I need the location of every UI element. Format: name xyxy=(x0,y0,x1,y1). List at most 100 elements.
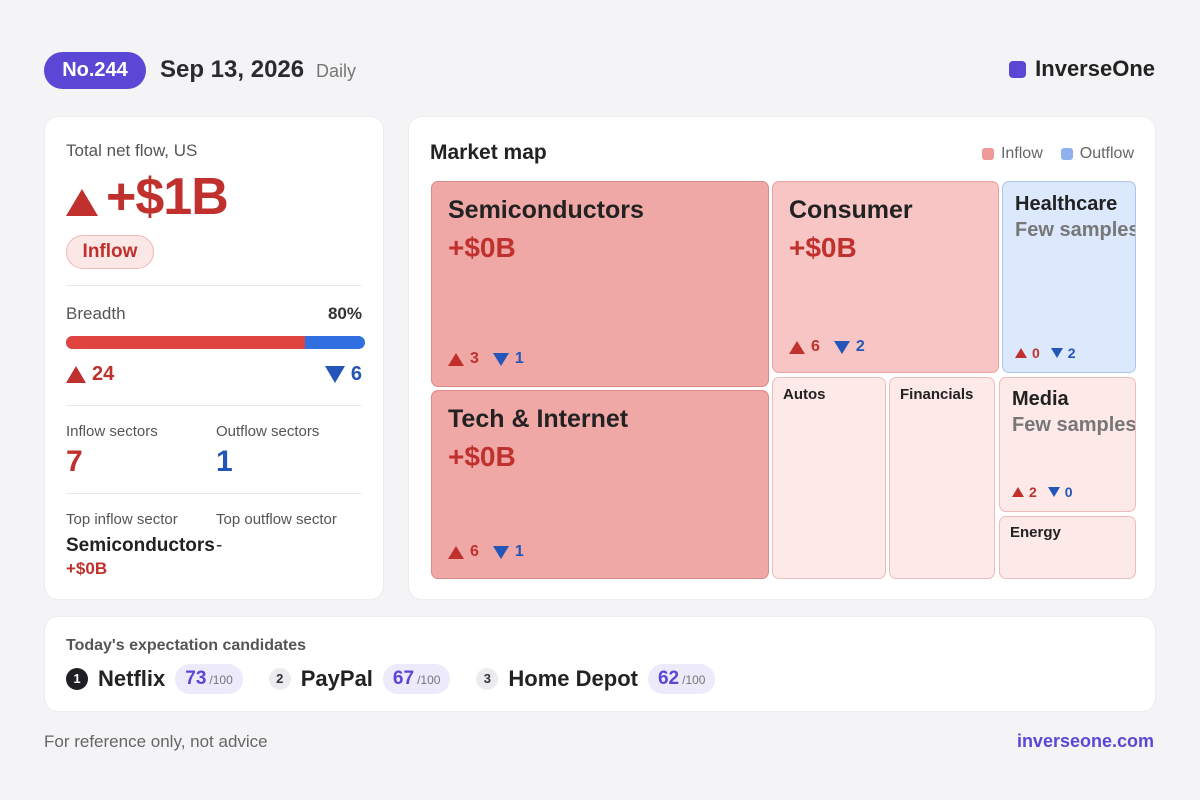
top-outflow-label: Top outflow sector xyxy=(216,511,337,528)
score-pill: 62 /100 xyxy=(647,664,716,694)
score-pill: 67 /100 xyxy=(382,664,451,694)
tile-up-count: 2 xyxy=(1029,484,1037,500)
up-arrow-icon xyxy=(1015,348,1027,358)
down-arrow-icon xyxy=(1050,348,1063,358)
tile-name: Tech & Internet xyxy=(448,405,629,433)
tile-autos[interactable]: Autos xyxy=(772,377,886,579)
divider xyxy=(66,405,362,406)
advancers-value: 24 xyxy=(92,363,115,385)
header: No.244 Sep 13, 2026 Daily InverseOne xyxy=(44,52,1155,90)
tile-up-count: 6 xyxy=(811,338,820,355)
market-map-card: Market map Inflow Outflow Semiconductors… xyxy=(408,116,1156,600)
down-arrow-icon xyxy=(324,366,345,383)
tile-name: Autos xyxy=(783,386,826,403)
tile-name: Financials xyxy=(900,386,974,403)
tile-value: +$0B xyxy=(789,232,857,263)
tile-value: +$0B xyxy=(448,232,516,263)
tile-counts: 0 2 xyxy=(1015,345,1076,361)
disclaimer: For reference only, not advice xyxy=(44,732,268,751)
tile-counts: 6 2 xyxy=(789,338,865,356)
brand: InverseOne xyxy=(1009,56,1155,82)
top-inflow-value: +$0B xyxy=(66,559,108,578)
decliners-value: 6 xyxy=(350,363,362,385)
tile-financials[interactable]: Financials xyxy=(889,377,995,579)
tile-counts: 6 1 xyxy=(448,543,524,561)
inflow-swatch xyxy=(981,148,994,160)
tile-media[interactable]: Media Few samples 2 0 xyxy=(999,377,1136,512)
tile-counts: 3 1 xyxy=(448,350,524,368)
legend-inflow: Inflow xyxy=(981,145,1043,163)
outflow-sectors-count: 1 xyxy=(216,445,233,478)
candidate-name: Netflix xyxy=(98,666,166,691)
top-outflow-sector: - xyxy=(216,535,223,556)
score-max: /100 xyxy=(209,673,233,687)
up-arrow-icon xyxy=(789,340,805,354)
tile-down-count: 1 xyxy=(514,350,524,367)
legend-outflow: Outflow xyxy=(1060,145,1134,163)
candidate-score: 67 xyxy=(392,668,415,689)
tile-up-count: 0 xyxy=(1032,345,1040,361)
tile-name: Healthcare xyxy=(1015,193,1118,215)
top-inflow-label: Top inflow sector xyxy=(66,511,178,528)
divider xyxy=(66,493,362,494)
candidate-name: Home Depot xyxy=(508,666,638,691)
breadth-percent: 80% xyxy=(327,304,362,323)
candidates-card: Today's expectation candidates 1 Netflix… xyxy=(44,616,1156,712)
up-arrow-icon xyxy=(448,545,464,559)
outflow-swatch xyxy=(1060,148,1073,160)
tile-healthcare[interactable]: Healthcare Few samples 0 2 xyxy=(1002,181,1136,373)
candidates-list: 1 Netflix 73 /100 2 PayPal 67 /100 3 Hom… xyxy=(66,664,741,694)
brand-logo-icon xyxy=(1009,60,1027,78)
tile-down-count: 2 xyxy=(855,338,865,355)
down-arrow-icon xyxy=(492,352,509,366)
down-arrow-icon xyxy=(1047,487,1060,497)
breadth-label: Breadth xyxy=(66,304,126,323)
down-arrow-icon xyxy=(833,340,850,354)
candidate-item[interactable]: 2 PayPal 67 /100 xyxy=(268,664,451,694)
legend: Inflow Outflow xyxy=(981,145,1134,163)
net-flow-value: +$1B xyxy=(106,168,229,226)
divider xyxy=(66,285,362,286)
tile-note: Few samples xyxy=(1015,219,1136,241)
tile-semiconductors[interactable]: Semiconductors +$0B 3 1 xyxy=(431,181,769,387)
tile-name: Consumer xyxy=(789,196,913,224)
outflow-sectors-label: Outflow sectors xyxy=(216,423,320,440)
inflow-sectors-count: 7 xyxy=(66,445,83,478)
net-flow-card: Total net flow, US +$1B Inflow Breadth 8… xyxy=(44,116,384,600)
tile-note: Few samples xyxy=(1012,414,1136,436)
tile-name: Media xyxy=(1012,388,1069,410)
issue-badge: No.244 xyxy=(44,52,146,89)
up-arrow-icon xyxy=(1012,487,1024,497)
score-max: /100 xyxy=(682,673,706,687)
rank-badge: 2 xyxy=(268,668,291,690)
net-flow-title: Total net flow, US xyxy=(66,141,198,160)
tile-name: Semiconductors xyxy=(448,196,644,224)
candidate-item[interactable]: 3 Home Depot 62 /100 xyxy=(476,664,716,694)
candidate-item[interactable]: 1 Netflix 73 /100 xyxy=(66,664,243,694)
website-link[interactable]: inverseone.com xyxy=(1016,731,1154,751)
breadth-bar xyxy=(66,336,365,349)
top-inflow-sector: Semiconductors xyxy=(66,535,215,556)
advancers-count: 24 xyxy=(66,363,114,386)
net-flow-total: +$1B xyxy=(66,167,229,227)
tile-up-count: 6 xyxy=(470,543,479,560)
tile-tech-internet[interactable]: Tech & Internet +$0B 6 1 xyxy=(431,390,769,579)
tile-counts: 2 0 xyxy=(1012,484,1073,500)
inflow-sectors-label: Inflow sectors xyxy=(66,423,158,440)
legend-inflow-label: Inflow xyxy=(1000,145,1043,162)
tile-down-count: 1 xyxy=(514,543,524,560)
candidate-score: 73 xyxy=(185,668,207,689)
tile-value: +$0B xyxy=(448,441,516,472)
up-arrow-icon xyxy=(448,352,464,366)
rank-badge: 1 xyxy=(66,668,88,690)
candidate-score: 62 xyxy=(657,668,680,689)
score-pill: 73 /100 xyxy=(175,664,243,694)
candidates-title: Today's expectation candidates xyxy=(66,637,307,654)
tile-energy[interactable]: Energy xyxy=(999,516,1136,579)
brand-name: InverseOne xyxy=(1035,56,1155,81)
tile-consumer[interactable]: Consumer +$0B 6 2 xyxy=(772,181,999,373)
score-max: /100 xyxy=(417,673,441,687)
tile-name: Energy xyxy=(1010,524,1061,541)
market-map-title: Market map xyxy=(430,141,547,164)
up-arrow-icon xyxy=(66,188,98,216)
